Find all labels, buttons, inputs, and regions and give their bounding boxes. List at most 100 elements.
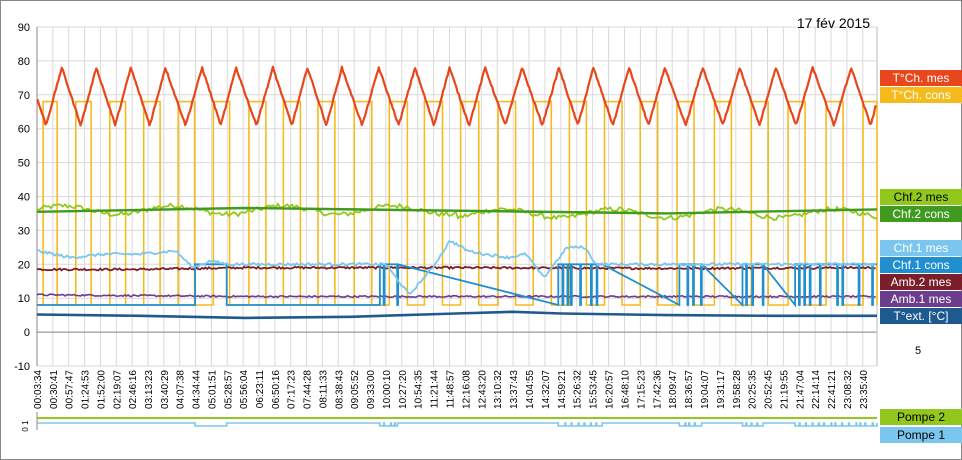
x-tick-label: 03:40:29 (160, 370, 171, 409)
x-tick-label: 17:42:36 (652, 370, 663, 409)
x-tick-label: 18:36:57 (684, 370, 695, 409)
legend-swatch (880, 308, 962, 324)
legend-swatch (880, 240, 962, 256)
legend-swatch (880, 257, 962, 273)
x-tick-label: 01:24:53 (81, 370, 92, 409)
legend-label: Chf.1 mes (894, 241, 949, 255)
x-tick-label: 09:05:52 (350, 370, 361, 409)
x-tick-label: 23:08:32 (843, 370, 854, 409)
x-tick-label: 06:23:11 (255, 370, 266, 409)
x-tick-label: 19:31:17 (716, 370, 727, 409)
series-text (36, 310, 877, 320)
series-chf1-mes (36, 239, 877, 295)
legend-swatch (880, 274, 962, 290)
y-tick-label: 30 (18, 225, 30, 237)
x-tick-label: 02:46:16 (128, 370, 139, 409)
legend-label: T°Ch. cons (891, 88, 950, 102)
series-chf2-cons (36, 206, 878, 215)
series-chf2-mes (36, 201, 878, 221)
series-chf1-cons (37, 263, 877, 308)
x-tick-label: 14:32:07 (541, 370, 552, 409)
legend-swatch (880, 291, 962, 307)
x-tick-label: 19:58:28 (732, 370, 743, 409)
x-tick-label: 21:47:04 (795, 370, 806, 409)
x-tick-label: 04:07:38 (176, 370, 187, 409)
x-tick-label: 13:37:43 (509, 370, 520, 409)
y-axis: -10 0 10 20 30 40 50 60 70 80 90 (14, 22, 878, 373)
y-tick-label: 70 (18, 90, 30, 102)
legend-label: Chf.2 mes (894, 190, 949, 204)
y-tick-label: 50 (18, 158, 30, 170)
legend-swatch (880, 87, 962, 103)
series-amb1-mes (36, 293, 876, 299)
x-tick-label: 07:17:23 (287, 370, 298, 409)
x-tick-label: 14:04:55 (525, 370, 536, 409)
x-tick-label: 15:26:32 (573, 370, 584, 409)
pump-y-tick: 0 1 (21, 420, 30, 432)
x-tick-label: 02:19:07 (112, 370, 123, 409)
legend-label: Amb.2 mes (891, 275, 952, 289)
y-tick-label: 0 (24, 327, 30, 339)
pump-panel (36, 412, 878, 430)
x-tick-label: 00:30:41 (49, 370, 60, 409)
legend-label: Pompe 1 (897, 428, 945, 442)
x-tick-label: 10:27:20 (398, 370, 409, 409)
x-tick-label: 18:09:47 (668, 370, 679, 409)
x-tick-label: 06:50:16 (271, 370, 282, 409)
side-value: 5 (915, 345, 921, 357)
legend-swatch (880, 70, 962, 86)
x-axis: 00:03:34 00:30:41 00:57:47 01:24:53 01:52:00… (33, 370, 870, 409)
legend-label: T°Ch. mes (893, 71, 950, 85)
x-tick-label: 11:48:57 (446, 370, 457, 409)
x-tick-label: 20:52:45 (764, 370, 775, 409)
x-tick-label: 23:35:40 (859, 370, 870, 409)
legend-label: Amb.1 mes (891, 292, 952, 306)
x-tick-label: 12:43:20 (477, 370, 488, 409)
legend-swatch (880, 189, 962, 205)
legend: T°Ch. mes T°Ch. cons Chf.2 mes Chf.2 cons Ch… (880, 70, 962, 443)
x-tick-label: 12:16:08 (461, 370, 472, 409)
x-tick-label: 13:10:32 (493, 370, 504, 409)
y-tick-label: 40 (18, 192, 30, 204)
x-tick-label: 14:59:21 (557, 370, 568, 409)
grid (36, 26, 877, 367)
x-tick-label: 16:48:10 (620, 370, 631, 409)
x-tick-label: 07:44:28 (303, 370, 314, 409)
x-tick-label: 05:01:51 (207, 370, 218, 409)
x-tick-label: 11:21:44 (430, 370, 441, 409)
x-tick-label: 16:20:57 (605, 370, 616, 409)
legend-label: Pompe 2 (897, 410, 945, 424)
x-tick-label: 22:41:21 (827, 370, 838, 409)
y-tick-label: 60 (18, 124, 30, 136)
x-tick-label: 01:52:00 (96, 370, 107, 409)
y-tick-label: 20 (18, 259, 30, 271)
legend-label: Chf.2 cons (892, 207, 949, 221)
y-tick-label: 10 (18, 293, 30, 305)
x-tick-label: 10:54:35 (414, 370, 425, 409)
chart-title: 17 fév 2015 (797, 15, 870, 31)
x-tick-label: 05:56:04 (239, 370, 250, 409)
x-tick-label: 00:57:47 (65, 370, 76, 409)
x-tick-label: 05:28:57 (223, 370, 234, 409)
x-tick-label: 09:33:00 (366, 370, 377, 409)
x-tick-label: 08:38:43 (334, 370, 345, 409)
y-tick-label: -10 (14, 361, 30, 373)
y-tick-label: 80 (18, 56, 30, 68)
series-tch-mes (36, 65, 877, 127)
series-lines (36, 65, 878, 320)
x-tick-label: 08:11:33 (318, 370, 329, 409)
x-tick-label: 10:00:10 (382, 370, 393, 409)
x-tick-label: 04:34:44 (192, 370, 203, 409)
x-tick-label: 20:25:35 (748, 370, 759, 409)
x-tick-label: 03:13:23 (144, 370, 155, 409)
legend-swatch (880, 427, 962, 443)
legend-swatch (880, 409, 962, 425)
x-tick-label: 00:03:34 (33, 370, 44, 409)
legend-label: Chf.1 cons (892, 258, 949, 272)
series-pompe1 (37, 422, 878, 427)
series-amb2-mes (37, 265, 876, 272)
x-tick-label: 17:15:23 (636, 370, 647, 409)
x-tick-label: 19:04:07 (700, 370, 711, 409)
x-tick-label: 21:19:55 (779, 370, 790, 409)
